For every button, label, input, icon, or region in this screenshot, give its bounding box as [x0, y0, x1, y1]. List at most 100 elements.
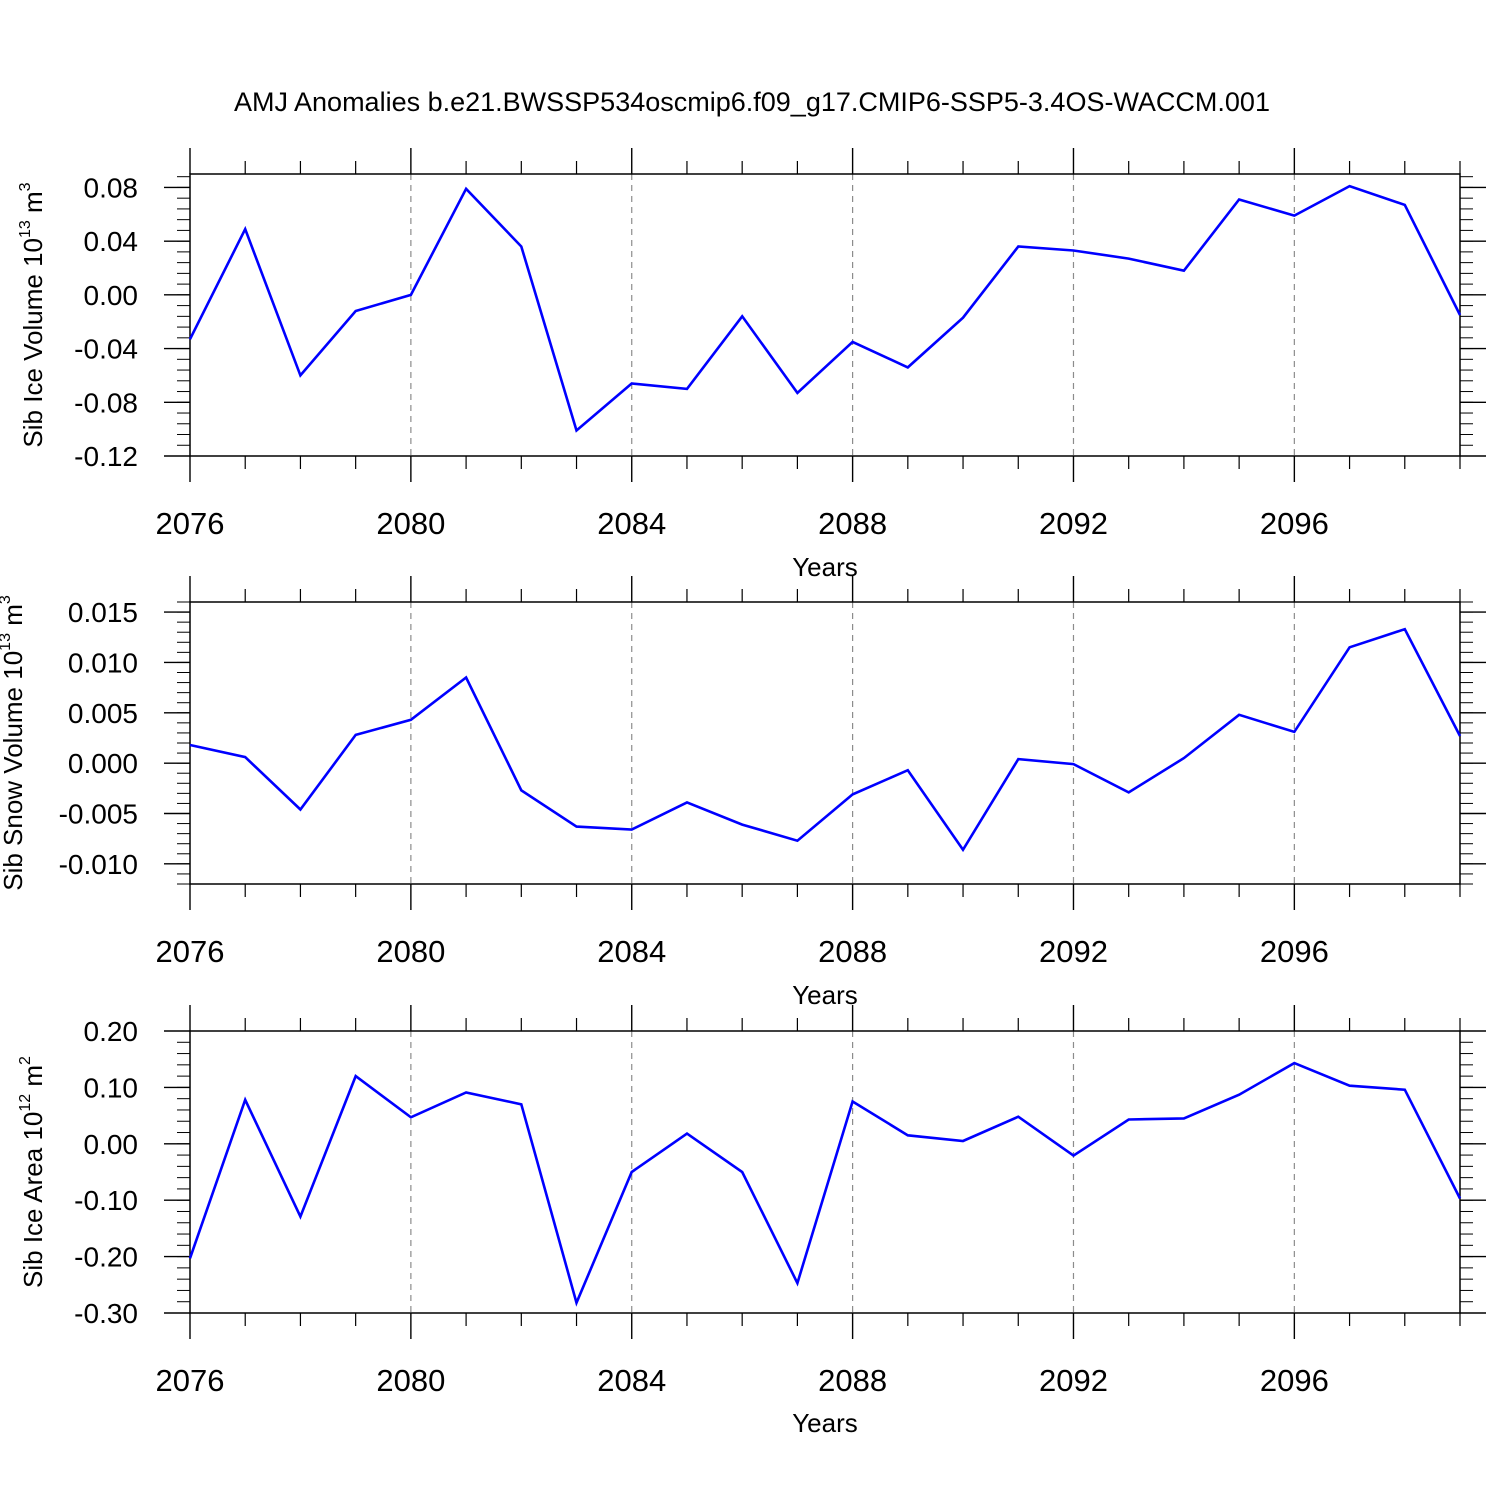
- data-point: [1292, 214, 1296, 218]
- data-point: [1127, 790, 1131, 794]
- x-tick-label: 2080: [376, 934, 445, 969]
- data-point: [1237, 198, 1241, 202]
- y-axis-label: Sib Ice Area 1012 m2: [17, 1056, 48, 1288]
- y-axis-label: Sib Ice Volume 1013 m3: [17, 182, 48, 447]
- data-point: [740, 823, 744, 827]
- data-point: [188, 1256, 192, 1260]
- y-tick-label: 0.10: [84, 1072, 139, 1103]
- data-point: [354, 1074, 358, 1078]
- data-point: [519, 245, 523, 249]
- data-point: [1292, 1061, 1296, 1065]
- y-tick-label: 0.08: [84, 172, 139, 203]
- data-point: [519, 1102, 523, 1106]
- y-axis-label-text: Sib Snow Volume 10: [0, 651, 28, 891]
- plot-frame: [189, 601, 1461, 885]
- data-point: [298, 373, 302, 377]
- data-point: [851, 792, 855, 796]
- data-point: [961, 1139, 965, 1143]
- y-axis-label-exponent: 12: [17, 1094, 34, 1112]
- data-point: [961, 848, 965, 852]
- data-point: [1016, 1115, 1020, 1119]
- y-tick-label: 0.04: [84, 226, 139, 257]
- data-point: [906, 1133, 910, 1137]
- y-tick-label: -0.04: [74, 334, 138, 365]
- data-point: [243, 755, 247, 759]
- data-point: [1348, 1084, 1352, 1088]
- x-tick-label: 2088: [818, 1363, 887, 1398]
- data-point: [409, 718, 413, 722]
- plot-frame: [189, 173, 1461, 457]
- y-tick-label: 0.000: [68, 748, 138, 779]
- data-point: [464, 676, 468, 680]
- data-point: [243, 227, 247, 231]
- data-point: [1458, 734, 1462, 738]
- data-point: [740, 1170, 744, 1174]
- plot-frame: [189, 1030, 1461, 1314]
- y-tick-label: -0.12: [74, 441, 138, 472]
- data-point: [906, 365, 910, 369]
- y-axis-label-unit-exponent: 3: [17, 182, 34, 191]
- chart-title: AMJ Anomalies b.e21.BWSSP534oscmip6.f09_…: [234, 87, 1270, 117]
- data-point: [575, 825, 579, 829]
- y-axis-label-unit: m: [18, 191, 48, 220]
- data-point: [1403, 1088, 1407, 1092]
- data-point: [851, 340, 855, 344]
- data-point: [188, 337, 192, 341]
- data-point: [1292, 730, 1296, 734]
- data-point: [575, 428, 579, 432]
- data-point: [795, 391, 799, 395]
- data-point: [1403, 203, 1407, 207]
- data-point: [1237, 1093, 1241, 1097]
- data-point: [298, 1215, 302, 1219]
- series-line: [188, 1061, 1462, 1307]
- y-tick-label: 0.00: [84, 1129, 139, 1160]
- y-tick-label: -0.10: [74, 1185, 138, 1216]
- y-axis-label-exponent: 13: [17, 220, 34, 238]
- data-point: [575, 1301, 579, 1305]
- x-tick-label: 2096: [1260, 1363, 1329, 1398]
- data-point: [685, 387, 689, 391]
- x-tick-label: 2076: [156, 506, 225, 541]
- data-point: [1071, 249, 1075, 253]
- y-axis-label-text: Sib Ice Area 10: [18, 1112, 48, 1288]
- data-point: [298, 807, 302, 811]
- data-point: [464, 187, 468, 191]
- series-line: [189, 627, 1462, 853]
- x-tick-label: 2088: [818, 506, 887, 541]
- data-point: [243, 1098, 247, 1102]
- data-point: [1071, 762, 1075, 766]
- data-point: [354, 733, 358, 737]
- data-point: [1182, 756, 1186, 760]
- y-tick-label: 0.010: [68, 647, 138, 678]
- y-axis-label-unit-exponent: 2: [17, 1056, 34, 1065]
- x-tick-label: 2084: [597, 506, 666, 541]
- y-tick-label: 0.00: [84, 280, 139, 311]
- x-axis-label: Years: [792, 552, 858, 582]
- data-point: [1071, 1154, 1075, 1158]
- x-tick-label: 2084: [597, 1363, 666, 1398]
- x-tick-label: 2096: [1260, 934, 1329, 969]
- series-line: [188, 184, 1462, 433]
- y-tick-label: -0.010: [59, 849, 138, 880]
- x-tick-label: 2092: [1039, 1363, 1108, 1398]
- data-point: [685, 800, 689, 804]
- x-tick-label: 2080: [376, 1363, 445, 1398]
- data-point: [1127, 1118, 1131, 1122]
- y-tick-label: 0.015: [68, 597, 138, 628]
- y-tick-label: -0.08: [74, 387, 138, 418]
- data-point: [1237, 713, 1241, 717]
- data-point: [1348, 645, 1352, 649]
- panel-snow-volume: Years Sib Snow Volume 1013 m3 2076 2080 20…: [0, 576, 1486, 1010]
- data-point: [795, 839, 799, 843]
- data-point: [906, 768, 910, 772]
- y-tick-label: 0.20: [84, 1016, 139, 1047]
- x-tick-label: 2076: [156, 934, 225, 969]
- data-point: [1458, 1197, 1462, 1201]
- data-point: [795, 1281, 799, 1285]
- data-point: [464, 1090, 468, 1094]
- x-axis-label: Years: [792, 980, 858, 1010]
- data-point: [851, 1100, 855, 1104]
- data-point: [354, 309, 358, 313]
- x-tick-label: 2088: [818, 934, 887, 969]
